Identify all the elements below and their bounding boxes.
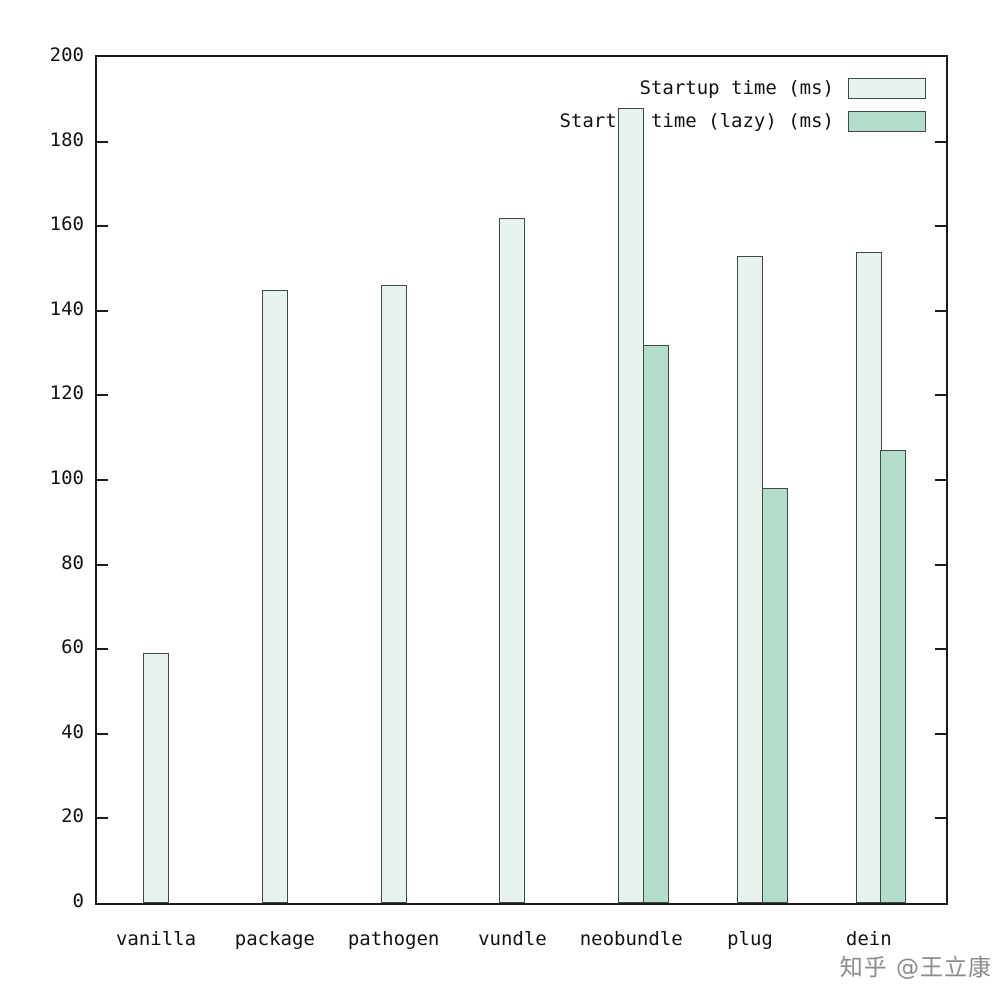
y-tick	[935, 225, 946, 228]
x-tick-label: dein	[845, 928, 892, 950]
y-tick	[97, 225, 108, 228]
y-tick	[935, 140, 946, 143]
y-tick	[935, 309, 946, 312]
plot-area: Startup time (ms) Startup time (lazy) (m…	[95, 55, 948, 905]
x-tick-label: package	[234, 928, 315, 950]
y-tick	[97, 479, 108, 481]
y-tick	[935, 394, 946, 397]
bar-startup-neobundle	[618, 107, 645, 903]
legend-label-startup-lazy: Startup time (lazy) (ms)	[559, 110, 834, 132]
legend-row-startup-lazy: Startup time (lazy) (ms)	[559, 110, 926, 132]
y-tick	[935, 732, 946, 735]
y-tick-label: 20	[61, 805, 84, 828]
y-tick-label: 100	[49, 467, 84, 489]
y-tick	[97, 732, 108, 735]
x-tick-label: vanilla	[115, 928, 197, 950]
y-tick-label: 200	[49, 44, 84, 66]
bar-startup-lazy-neobundle	[642, 344, 669, 903]
bar-startup-vundle	[499, 217, 526, 903]
y-tick-label: 60	[61, 636, 84, 659]
watermark: 知乎 @王立康	[839, 955, 992, 981]
legend-swatch-startup	[848, 77, 926, 99]
y-tick-label: 160	[49, 213, 84, 236]
y-tick	[935, 563, 946, 566]
y-tick	[935, 479, 946, 481]
y-tick	[97, 140, 108, 143]
bar-startup-package	[261, 289, 288, 903]
legend-row-startup: Startup time (ms)	[640, 77, 926, 99]
y-tick	[97, 817, 108, 820]
y-tick	[97, 648, 108, 651]
bar-startup-lazy-dein	[880, 450, 907, 903]
bar-startup-pathogen	[380, 285, 407, 903]
y-tick	[97, 394, 108, 397]
bar-startup-vanilla	[143, 653, 169, 903]
y-tick-label: 0	[72, 890, 84, 912]
bar-startup-lazy-plug	[761, 488, 788, 903]
x-tick-label: pathogen	[347, 928, 440, 950]
x-tick-label: plug	[727, 928, 773, 950]
y-tick-label: 180	[49, 128, 84, 151]
y-tick-label: 140	[49, 297, 84, 320]
y-tick-label: 40	[61, 720, 84, 743]
y-tick	[97, 563, 108, 566]
y-tick-label: 80	[61, 551, 84, 574]
y-tick	[935, 648, 946, 651]
y-tick-label: 120	[49, 382, 84, 405]
bar-startup-dein	[855, 251, 882, 903]
x-tick-label: neobundle	[579, 928, 683, 950]
bar-startup-plug	[737, 255, 763, 903]
legend: Startup time (ms) Startup time (lazy) (m…	[559, 77, 926, 132]
x-tick-label: vundle	[478, 928, 547, 950]
y-tick	[935, 817, 946, 820]
legend-swatch-startup-lazy	[848, 110, 926, 132]
y-tick	[97, 309, 108, 312]
legend-label-startup: Startup time (ms)	[639, 77, 834, 99]
